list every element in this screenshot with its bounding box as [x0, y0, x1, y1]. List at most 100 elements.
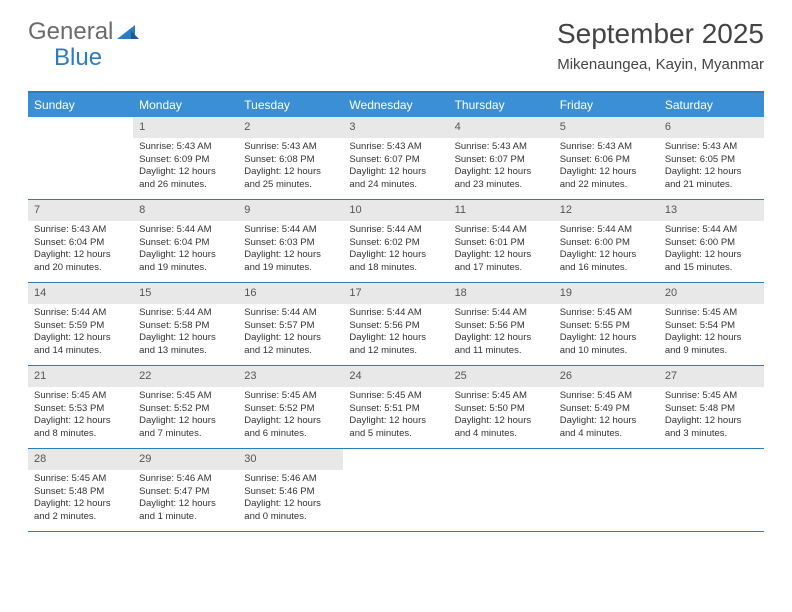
cell-body: Sunrise: 5:44 AMSunset: 6:02 PMDaylight:… — [343, 221, 448, 281]
sunset-text: Sunset: 6:04 PM — [34, 237, 127, 250]
location-text: Mikenaungea, Kayin, Myanmar — [557, 56, 764, 73]
calendar-cell: 4Sunrise: 5:43 AMSunset: 6:07 PMDaylight… — [449, 117, 554, 199]
daylight-text: and 12 minutes. — [349, 345, 442, 358]
calendar-cell: 21Sunrise: 5:45 AMSunset: 5:53 PMDayligh… — [28, 366, 133, 448]
daylight-text: and 9 minutes. — [665, 345, 758, 358]
daylight-text: Daylight: 12 hours — [34, 415, 127, 428]
sunset-text: Sunset: 6:00 PM — [665, 237, 758, 250]
day-headers-row: SundayMondayTuesdayWednesdayThursdayFrid… — [28, 93, 764, 117]
daylight-text: Daylight: 12 hours — [349, 249, 442, 262]
sunset-text: Sunset: 5:59 PM — [34, 320, 127, 333]
daylight-text: Daylight: 12 hours — [244, 166, 337, 179]
daylight-text: Daylight: 12 hours — [139, 498, 232, 511]
cell-body: Sunrise: 5:43 AMSunset: 6:04 PMDaylight:… — [28, 221, 133, 281]
daylight-text: Daylight: 12 hours — [560, 415, 653, 428]
month-title: September 2025 — [557, 18, 764, 50]
day-number: 9 — [238, 200, 343, 221]
cell-body: Sunrise: 5:45 AMSunset: 5:50 PMDaylight:… — [449, 387, 554, 447]
daylight-text: and 0 minutes. — [244, 511, 337, 524]
calendar-cell: 20Sunrise: 5:45 AMSunset: 5:54 PMDayligh… — [659, 283, 764, 365]
sunrise-text: Sunrise: 5:44 AM — [560, 224, 653, 237]
logo-triangle-icon — [117, 18, 139, 46]
day-number: 17 — [343, 283, 448, 304]
sunrise-text: Sunrise: 5:45 AM — [244, 390, 337, 403]
sunset-text: Sunset: 6:04 PM — [139, 237, 232, 250]
logo-text-general: General — [28, 18, 113, 46]
daylight-text: and 1 minute. — [139, 511, 232, 524]
day-header: Monday — [133, 93, 238, 117]
daylight-text: Daylight: 12 hours — [455, 249, 548, 262]
calendar-cell: 1Sunrise: 5:43 AMSunset: 6:09 PMDaylight… — [133, 117, 238, 199]
calendar-cell: 12Sunrise: 5:44 AMSunset: 6:00 PMDayligh… — [554, 200, 659, 282]
sunrise-text: Sunrise: 5:45 AM — [560, 307, 653, 320]
day-header: Wednesday — [343, 93, 448, 117]
calendar-cell: 8Sunrise: 5:44 AMSunset: 6:04 PMDaylight… — [133, 200, 238, 282]
calendar-cell: 25Sunrise: 5:45 AMSunset: 5:50 PMDayligh… — [449, 366, 554, 448]
sunrise-text: Sunrise: 5:45 AM — [349, 390, 442, 403]
sunrise-text: Sunrise: 5:43 AM — [244, 141, 337, 154]
daylight-text: and 17 minutes. — [455, 262, 548, 275]
calendar-cell-empty — [659, 449, 764, 531]
daylight-text: Daylight: 12 hours — [349, 415, 442, 428]
calendar-cell: 13Sunrise: 5:44 AMSunset: 6:00 PMDayligh… — [659, 200, 764, 282]
sunrise-text: Sunrise: 5:46 AM — [139, 473, 232, 486]
sunrise-text: Sunrise: 5:44 AM — [349, 224, 442, 237]
day-number: 6 — [659, 117, 764, 138]
sunset-text: Sunset: 5:51 PM — [349, 403, 442, 416]
sunrise-text: Sunrise: 5:44 AM — [455, 307, 548, 320]
daylight-text: and 10 minutes. — [560, 345, 653, 358]
cell-body: Sunrise: 5:45 AMSunset: 5:52 PMDaylight:… — [133, 387, 238, 447]
daylight-text: Daylight: 12 hours — [139, 249, 232, 262]
daylight-text: Daylight: 12 hours — [34, 498, 127, 511]
logo-text-blue: Blue — [54, 44, 102, 72]
cell-body: Sunrise: 5:44 AMSunset: 5:56 PMDaylight:… — [449, 304, 554, 364]
sunrise-text: Sunrise: 5:44 AM — [139, 307, 232, 320]
cell-body: Sunrise: 5:45 AMSunset: 5:48 PMDaylight:… — [659, 387, 764, 447]
calendar-cell: 2Sunrise: 5:43 AMSunset: 6:08 PMDaylight… — [238, 117, 343, 199]
daylight-text: and 12 minutes. — [244, 345, 337, 358]
week-row: 28Sunrise: 5:45 AMSunset: 5:48 PMDayligh… — [28, 449, 764, 532]
cell-body: Sunrise: 5:45 AMSunset: 5:53 PMDaylight:… — [28, 387, 133, 447]
day-number: 18 — [449, 283, 554, 304]
day-number: 25 — [449, 366, 554, 387]
sunset-text: Sunset: 6:03 PM — [244, 237, 337, 250]
calendar-cell: 15Sunrise: 5:44 AMSunset: 5:58 PMDayligh… — [133, 283, 238, 365]
day-number: 4 — [449, 117, 554, 138]
sunset-text: Sunset: 6:07 PM — [349, 154, 442, 167]
sunset-text: Sunset: 6:09 PM — [139, 154, 232, 167]
day-number: 29 — [133, 449, 238, 470]
cell-body: Sunrise: 5:44 AMSunset: 6:00 PMDaylight:… — [554, 221, 659, 281]
daylight-text: and 22 minutes. — [560, 179, 653, 192]
daylight-text: Daylight: 12 hours — [34, 249, 127, 262]
daylight-text: Daylight: 12 hours — [665, 166, 758, 179]
calendar-cell: 10Sunrise: 5:44 AMSunset: 6:02 PMDayligh… — [343, 200, 448, 282]
cell-body: Sunrise: 5:44 AMSunset: 5:57 PMDaylight:… — [238, 304, 343, 364]
sunrise-text: Sunrise: 5:43 AM — [560, 141, 653, 154]
cell-body: Sunrise: 5:43 AMSunset: 6:06 PMDaylight:… — [554, 138, 659, 198]
daylight-text: Daylight: 12 hours — [455, 166, 548, 179]
daylight-text: Daylight: 12 hours — [455, 332, 548, 345]
sunrise-text: Sunrise: 5:43 AM — [139, 141, 232, 154]
calendar-cell: 27Sunrise: 5:45 AMSunset: 5:48 PMDayligh… — [659, 366, 764, 448]
calendar-cell-empty — [343, 449, 448, 531]
daylight-text: and 19 minutes. — [244, 262, 337, 275]
daylight-text: Daylight: 12 hours — [349, 166, 442, 179]
daylight-text: Daylight: 12 hours — [34, 332, 127, 345]
calendar-cell: 19Sunrise: 5:45 AMSunset: 5:55 PMDayligh… — [554, 283, 659, 365]
sunset-text: Sunset: 5:47 PM — [139, 486, 232, 499]
cell-body: Sunrise: 5:43 AMSunset: 6:05 PMDaylight:… — [659, 138, 764, 198]
sunrise-text: Sunrise: 5:43 AM — [455, 141, 548, 154]
calendar-cell: 22Sunrise: 5:45 AMSunset: 5:52 PMDayligh… — [133, 366, 238, 448]
title-block: September 2025 Mikenaungea, Kayin, Myanm… — [557, 18, 764, 73]
day-header: Tuesday — [238, 93, 343, 117]
day-number: 14 — [28, 283, 133, 304]
cell-body: Sunrise: 5:45 AMSunset: 5:48 PMDaylight:… — [28, 470, 133, 530]
sunrise-text: Sunrise: 5:44 AM — [244, 307, 337, 320]
header: General Blue September 2025 Mikenaungea,… — [0, 0, 792, 81]
sunset-text: Sunset: 5:57 PM — [244, 320, 337, 333]
daylight-text: and 2 minutes. — [34, 511, 127, 524]
daylight-text: and 26 minutes. — [139, 179, 232, 192]
sunset-text: Sunset: 5:55 PM — [560, 320, 653, 333]
day-number: 26 — [554, 366, 659, 387]
cell-body: Sunrise: 5:45 AMSunset: 5:51 PMDaylight:… — [343, 387, 448, 447]
